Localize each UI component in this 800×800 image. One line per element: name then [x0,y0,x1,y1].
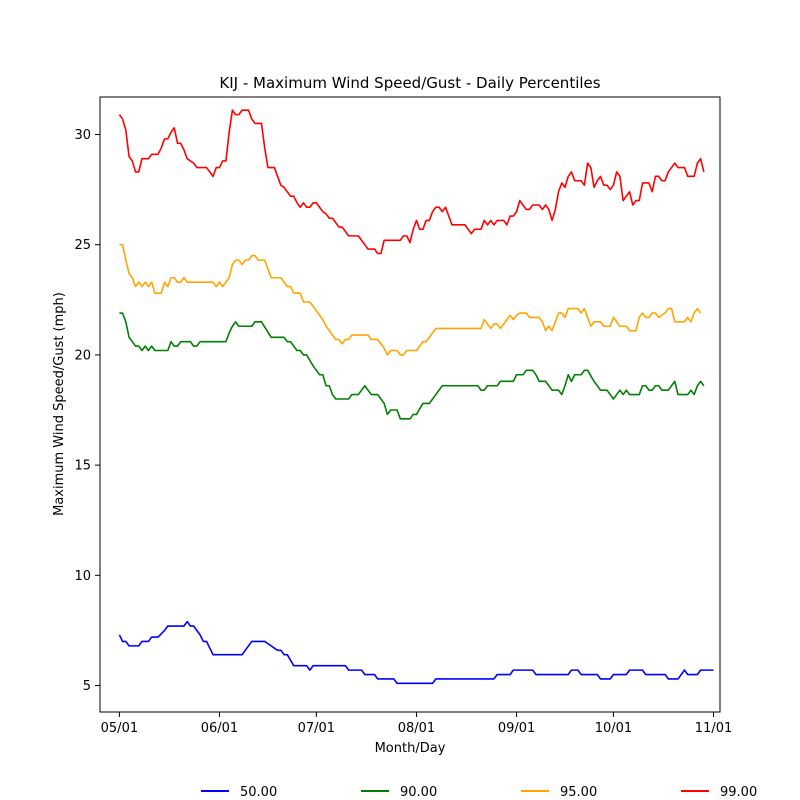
x-axis: 05/01 06/01 07/01 08/01 09/01 10/01 11/01 [101,712,732,736]
y-tick-label: 20 [74,348,91,363]
x-tick-label: 08/01 [398,721,435,736]
y-tick-label: 15 [74,459,91,474]
series-line-1 [119,312,705,420]
x-tick-label: 11/01 [695,721,732,736]
x-tick-label: 10/01 [595,721,632,736]
x-tick-label: 09/01 [498,721,535,736]
series-line-0 [118,620,714,685]
chart-title: KIJ - Maximum Wind Speed/Gust - Daily Pe… [219,74,600,92]
legend-label-3: 99.00 [720,785,757,800]
y-axis-label: Maximum Wind Speed/Gust (mph) [52,292,67,516]
y-axis: 5 10 15 20 25 30 [74,128,100,694]
legend-label-2: 95.00 [560,785,597,800]
x-tick-label: 06/01 [201,721,238,736]
y-tick-label: 30 [74,128,91,143]
series-line-3 [118,109,705,255]
plot-area [99,96,721,713]
x-axis-label: Month/Day [375,741,446,756]
y-tick-label: 25 [74,238,91,253]
x-tick-label: 07/01 [298,721,335,736]
legend-label-0: 50.00 [240,785,277,800]
plot-lines [118,109,714,685]
y-tick-label: 5 [83,679,91,694]
x-tick-label: 05/01 [101,721,138,736]
series-line-2 [119,243,702,356]
legend-label-1: 90.00 [400,785,437,800]
y-tick-label: 10 [74,569,91,584]
legend: 50.00 90.00 95.00 99.00 [201,785,757,800]
